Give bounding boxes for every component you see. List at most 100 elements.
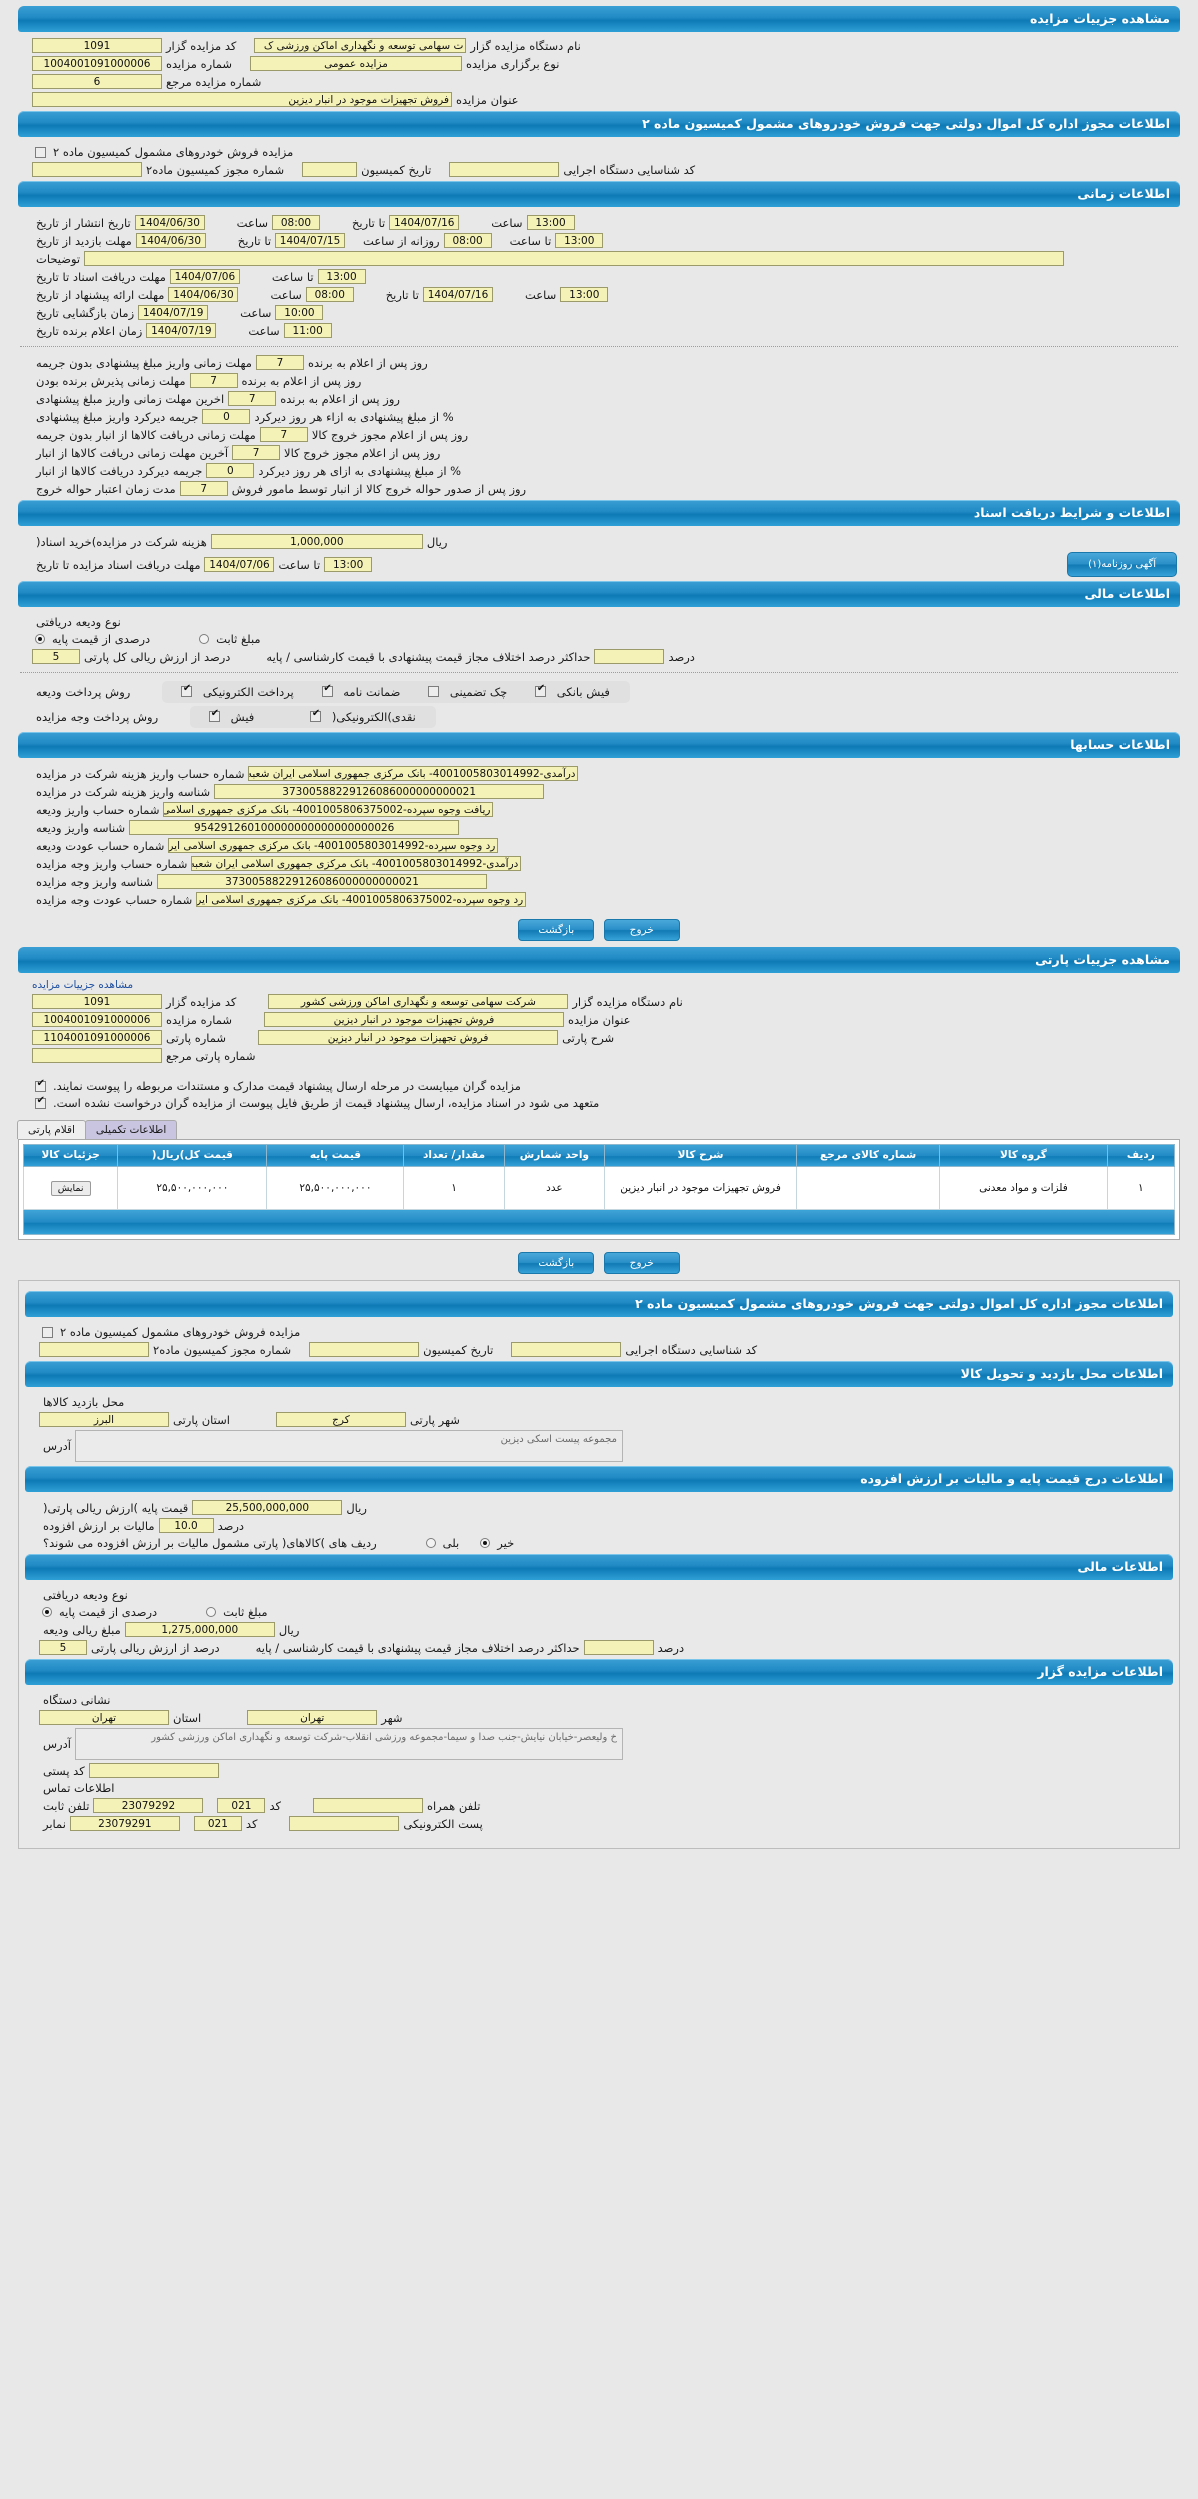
field-party-org[interactable]: شرکت سهامی توسعه و نگهداری اماکن ورزشی ک…	[268, 994, 569, 1009]
account-value-2[interactable]: ریافت وجوه سپرده-4001005806375002- بانک …	[163, 802, 494, 817]
field-auctioneer-address[interactable]: خ ولیعصر-خیابان نیایش-جنب صدا و سیما-مجم…	[74, 1728, 623, 1761]
deadline-value-0[interactable]: 7	[255, 355, 304, 370]
field-fax-code[interactable]: 021	[193, 1816, 242, 1832]
deposit-method-1-checkbox[interactable]	[321, 683, 333, 697]
field2-max-diff[interactable]	[583, 1640, 654, 1656]
proposal-hour[interactable]: 08:00	[305, 287, 354, 302]
deadline-value-7[interactable]: 7	[179, 481, 228, 496]
proposal-until-date[interactable]: 1404/07/16	[423, 287, 493, 302]
publish-until-hour[interactable]: 13:00	[526, 215, 575, 230]
field2-commission-date[interactable]	[309, 1342, 420, 1358]
back-button-middle[interactable]: بازگشت	[518, 1252, 595, 1275]
newspaper-ad-button[interactable]: آگهی روزنامه(۱)	[1067, 552, 1177, 577]
opening-date[interactable]: 1404/07/19	[138, 305, 209, 320]
account-value-1[interactable]: 37300588229126086000000000021	[214, 784, 545, 799]
statement-checkbox-0[interactable]	[35, 1078, 46, 1092]
field-doc-deadline-date[interactable]: 1404/07/06	[204, 557, 275, 572]
field-auctioneer-city[interactable]: تهران	[247, 1710, 378, 1726]
deposit-method-3-checkbox[interactable]	[535, 683, 547, 697]
visit-date[interactable]: 1404/06/30	[135, 233, 206, 248]
deadline-value-6[interactable]: 0	[206, 463, 255, 478]
visit-until-hour[interactable]: 13:00	[555, 233, 604, 248]
field-auctioneer-province[interactable]: تهران	[39, 1710, 169, 1726]
field-postal-code[interactable]	[88, 1763, 219, 1779]
field-description[interactable]	[84, 251, 1065, 266]
docs-until-hour[interactable]: 13:00	[317, 269, 366, 284]
opening-hour[interactable]: 10:00	[275, 305, 324, 320]
field-party-subject[interactable]: فروش تجهیزات موجود در انبار دیزین	[264, 1012, 564, 1027]
field-party-province[interactable]: البرز	[39, 1412, 169, 1428]
show-details-button[interactable]: نمایش	[50, 1180, 91, 1196]
publish-until-date[interactable]: 1404/07/16	[389, 215, 460, 230]
field-party-code[interactable]: 1091	[32, 994, 162, 1009]
visit-daily-hour[interactable]: 08:00	[443, 233, 492, 248]
field-phone[interactable]: 23079292	[93, 1798, 204, 1814]
account-value-0[interactable]: درآمدی-4001005803014992- بانک مرکزی جمهو…	[248, 766, 579, 781]
deposit-method-0-checkbox[interactable]	[181, 683, 193, 697]
radio2-percent-of-base[interactable]	[42, 1607, 52, 1618]
field-phone-code[interactable]: 021	[217, 1798, 266, 1814]
publish-hour[interactable]: 08:00	[271, 215, 320, 230]
field-base-price[interactable]: 25,500,000,000	[192, 1500, 343, 1516]
publish-date[interactable]: 1404/06/30	[134, 215, 205, 230]
field-party-number[interactable]: 1104001091000006	[32, 1030, 162, 1045]
field-subject[interactable]: فروش تجهیزات موجود در انبار دیزین	[32, 92, 452, 107]
radio-vat-yes[interactable]	[425, 1538, 436, 1549]
account-value-6[interactable]: 37300588229126086000000000021	[157, 874, 488, 889]
payment-method-1-checkbox[interactable]	[310, 708, 322, 722]
deadline-value-2[interactable]: 7	[228, 391, 277, 406]
back-button-top[interactable]: بازگشت	[518, 919, 595, 941]
docs-date[interactable]: 1404/07/06	[169, 269, 240, 284]
winner-hour[interactable]: 11:00	[283, 323, 332, 338]
field-doc-deadline-hour[interactable]: 13:00	[324, 557, 373, 572]
field-auction-number[interactable]: 1004001091000006	[32, 56, 162, 71]
field2-exec-org-code[interactable]	[511, 1342, 622, 1358]
field-exec-org-code[interactable]	[449, 162, 560, 177]
deposit-method-2-checkbox[interactable]	[428, 686, 440, 697]
tab-party-items[interactable]: اقلام پارتی	[17, 1120, 86, 1139]
proposal-until-hour[interactable]: 13:00	[560, 287, 609, 302]
field-party-desc[interactable]: فروش تجهیزات موجود در انبار دیزین	[258, 1030, 559, 1045]
field2-percent-value[interactable]: 5	[39, 1640, 87, 1656]
account-value-7[interactable]: رد وجوه سپرده-4001005806375002- بانک مرک…	[196, 892, 527, 907]
field-ref-number[interactable]: 6	[32, 74, 162, 89]
payment-method-0-checkbox[interactable]	[209, 708, 221, 722]
radio2-fixed-amount[interactable]	[206, 1607, 217, 1618]
deadline-value-5[interactable]: 7	[232, 445, 281, 460]
field-doc-fee[interactable]: 1,000,000	[210, 534, 423, 549]
permit2-checkbox[interactable]	[42, 1326, 53, 1338]
radio-percent-of-base[interactable]	[35, 634, 45, 644]
tab-supplementary-info[interactable]: اطلاعات تکمیلی	[84, 1120, 178, 1139]
exit-button-top[interactable]: خروج	[603, 919, 680, 941]
field-percent-value[interactable]: 5	[32, 649, 80, 664]
field-vat[interactable]: 10.0	[158, 1518, 214, 1534]
deadline-value-4[interactable]: 7	[259, 427, 308, 442]
field-delivery-address[interactable]: مجموعه پیست اسکی دیزین	[74, 1430, 623, 1463]
field-email[interactable]	[289, 1816, 400, 1832]
proposal-date[interactable]: 1404/06/30	[168, 287, 239, 302]
deadline-value-1[interactable]: 7	[189, 373, 238, 388]
deadline-value-3[interactable]: 0	[202, 409, 251, 424]
account-value-4[interactable]: رد وجوه سپرده-4001005803014992- بانک مرک…	[168, 838, 499, 853]
account-value-5[interactable]: درآمدی-4001005803014992- بانک مرکزی جمهو…	[191, 856, 522, 871]
field-auction-type[interactable]: مزایده عمومی	[250, 56, 462, 71]
field-max-diff[interactable]	[594, 649, 665, 664]
field-party-city[interactable]: کرج	[275, 1412, 406, 1428]
field-org-name[interactable]: ت سهامی توسعه و نگهداری اماکن ورزشی ک	[254, 38, 467, 53]
visit-until-date[interactable]: 1404/07/15	[275, 233, 346, 248]
radio-vat-no[interactable]	[480, 1538, 491, 1549]
permit-checkbox[interactable]	[35, 146, 46, 158]
field-ref-party[interactable]	[32, 1048, 162, 1063]
field-auction-code[interactable]: 1091	[32, 38, 162, 53]
field2-permit-number[interactable]	[39, 1342, 149, 1358]
statement-checkbox-1[interactable]	[35, 1095, 46, 1109]
field-fax[interactable]: 23079291	[69, 1816, 180, 1832]
field-permit-number[interactable]	[32, 162, 142, 177]
field-deposit-amount[interactable]: 1,275,000,000	[124, 1622, 275, 1638]
field-mobile[interactable]	[312, 1798, 423, 1814]
field-commission-date[interactable]	[302, 162, 358, 177]
exit-button-middle[interactable]: خروج	[603, 1252, 680, 1275]
account-value-3[interactable]: 954291260100000000000000000026	[129, 820, 460, 835]
radio-fixed-amount[interactable]	[199, 634, 210, 644]
winner-date[interactable]: 1404/07/19	[146, 323, 217, 338]
